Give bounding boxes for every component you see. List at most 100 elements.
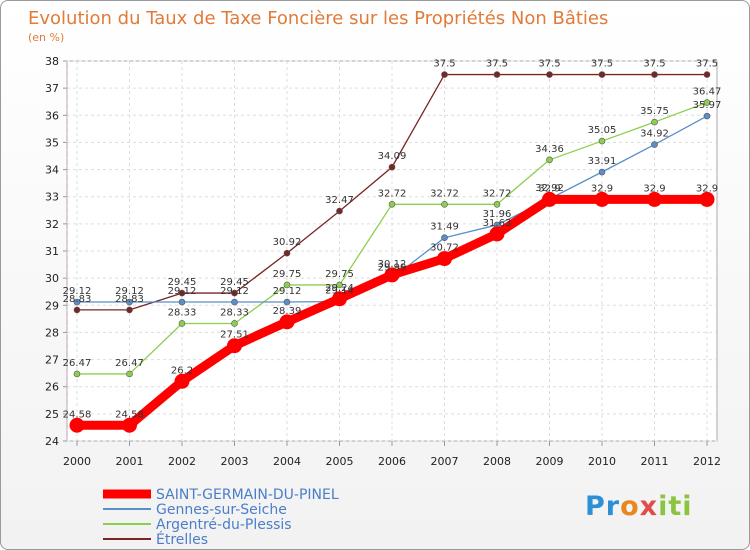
data-point [594, 191, 610, 207]
data-point [388, 163, 396, 171]
legend-label: Gennes-sur-Seiche [156, 502, 287, 518]
axes: 24 25 26 27 28 29 30 31 32 33 34 35 36 37 38 2000 2001 20… [45, 55, 721, 468]
series-layer [69, 71, 715, 433]
data-point [73, 306, 81, 314]
y-tick-label: 34 [45, 164, 59, 177]
chart-title: Evolution du Taux de Taxe Foncière sur l… [28, 8, 608, 29]
y-tick-label: 37 [45, 82, 59, 95]
data-label: 35.97 [693, 100, 722, 111]
data-point [283, 281, 291, 289]
data-label: 35.05 [588, 125, 617, 136]
y-tick-label: 36 [45, 109, 59, 122]
data-label: 29.12 [115, 286, 144, 297]
data-label: 28.33 [220, 307, 249, 318]
data-label: 35.75 [640, 106, 669, 117]
data-label: 32.72 [430, 188, 459, 199]
data-point [441, 201, 448, 208]
x-tick-label: 2007 [431, 455, 459, 468]
data-label: 31.49 [430, 222, 459, 233]
data-point [332, 291, 347, 307]
data-point [69, 417, 85, 433]
x-tick-label: 2005 [326, 455, 354, 468]
data-point [126, 298, 133, 306]
data-label: 31.96 [483, 209, 512, 220]
data-label: 29.12 [168, 286, 197, 297]
data-point [703, 112, 711, 120]
data-point [441, 71, 448, 78]
data-label: 29.99 [378, 262, 407, 273]
series--trelles [73, 71, 711, 314]
data-label: 32.47 [325, 195, 354, 206]
data-label: 29.14 [325, 285, 354, 296]
data-point [437, 251, 452, 267]
data-point [73, 370, 81, 378]
data-label: 34.92 [640, 129, 669, 140]
data-label: 32.9 [696, 183, 718, 194]
data-point [231, 320, 238, 327]
y-tick-label: 28 [45, 326, 59, 339]
data-label: 28.83 [115, 294, 144, 305]
data-label: 32.9 [643, 183, 665, 194]
legend: SAINT-GERMAIN-DU-PINELGennes-sur-SeicheA… [103, 487, 339, 548]
y-tick-label: 25 [45, 408, 59, 421]
data-point [489, 226, 505, 242]
data-label: 34.36 [535, 144, 564, 155]
data-point [598, 168, 606, 176]
data-point [178, 298, 186, 306]
data-label: 36.47 [693, 87, 722, 98]
y-tick-label: 26 [45, 381, 59, 394]
x-tick-label: 2011 [641, 455, 669, 468]
x-tick-label: 2001 [116, 455, 144, 468]
data-point [384, 267, 400, 283]
x-tick-label: 2006 [378, 455, 406, 468]
data-point [174, 373, 190, 389]
data-point [598, 137, 606, 145]
data-label: 33.91 [588, 156, 617, 167]
data-label: 29.75 [273, 269, 302, 280]
data-label: 32.72 [378, 188, 407, 199]
x-tick-label: 2010 [588, 455, 616, 468]
series-argentr-du-plessis [73, 99, 711, 378]
series-saint-germain-du-pinel [69, 191, 715, 433]
data-label: 29.12 [63, 286, 92, 297]
data-label: 24.58 [63, 409, 92, 420]
data-point [703, 71, 711, 78]
proxiti-logo: Proxiti [585, 491, 693, 522]
data-point [651, 71, 658, 78]
y-tick-label: 27 [45, 354, 59, 367]
data-point [703, 99, 711, 106]
data-point [546, 71, 553, 78]
data-point [336, 207, 343, 215]
x-tick-label: 2002 [168, 455, 196, 468]
data-label: 37.5 [538, 59, 560, 70]
y-tick-label: 30 [45, 272, 59, 285]
data-point [336, 281, 343, 289]
data-label: 29.12 [220, 286, 249, 297]
x-tick-label: 2008 [483, 455, 511, 468]
data-point [493, 71, 501, 78]
data-label: 32.9 [538, 183, 560, 194]
data-label: 29.24 [325, 283, 354, 294]
logo-part: iti [658, 491, 693, 522]
data-point [283, 249, 291, 257]
y-tick-label: 24 [45, 435, 59, 448]
data-label: 29.45 [168, 277, 197, 288]
data-label: 26.2 [171, 365, 193, 376]
data-label: 29.75 [325, 269, 354, 280]
data-point [699, 191, 715, 207]
y-tick-label: 38 [45, 55, 59, 68]
data-point [493, 201, 501, 208]
x-tick-label: 2003 [221, 455, 249, 468]
data-label: 30.92 [273, 237, 302, 248]
data-point [126, 370, 133, 378]
data-point [651, 141, 658, 148]
data-point [598, 71, 606, 78]
data-point [542, 191, 557, 207]
grid [67, 60, 717, 442]
data-label: 29.12 [273, 286, 302, 297]
y-tick-label: 35 [45, 136, 59, 149]
legend-label: Étrelles [156, 531, 208, 548]
data-label: 37.5 [591, 59, 613, 70]
data-point [231, 289, 238, 297]
